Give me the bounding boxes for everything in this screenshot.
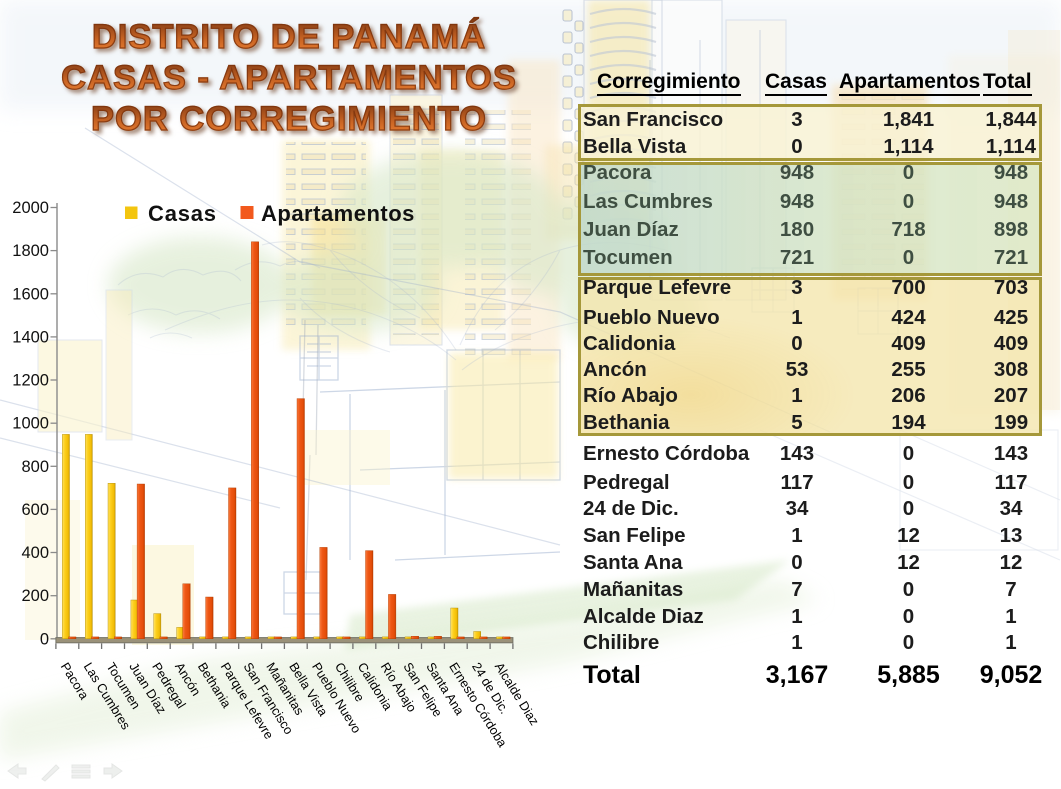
svg-text:1600: 1600 [12,285,49,303]
svg-text:Apartamentos: Apartamentos [261,201,415,226]
svg-text:200: 200 [21,587,49,605]
svg-text:1400: 1400 [12,328,49,346]
svg-text:400: 400 [21,544,49,562]
svg-text:2000: 2000 [12,199,49,217]
svg-text:1200: 1200 [12,372,49,390]
svg-text:800: 800 [21,458,49,476]
svg-text:1800: 1800 [12,242,49,260]
svg-text:0: 0 [40,630,49,648]
svg-text:600: 600 [21,501,49,519]
svg-text:1000: 1000 [12,415,49,433]
svg-text:Casas: Casas [148,201,217,226]
